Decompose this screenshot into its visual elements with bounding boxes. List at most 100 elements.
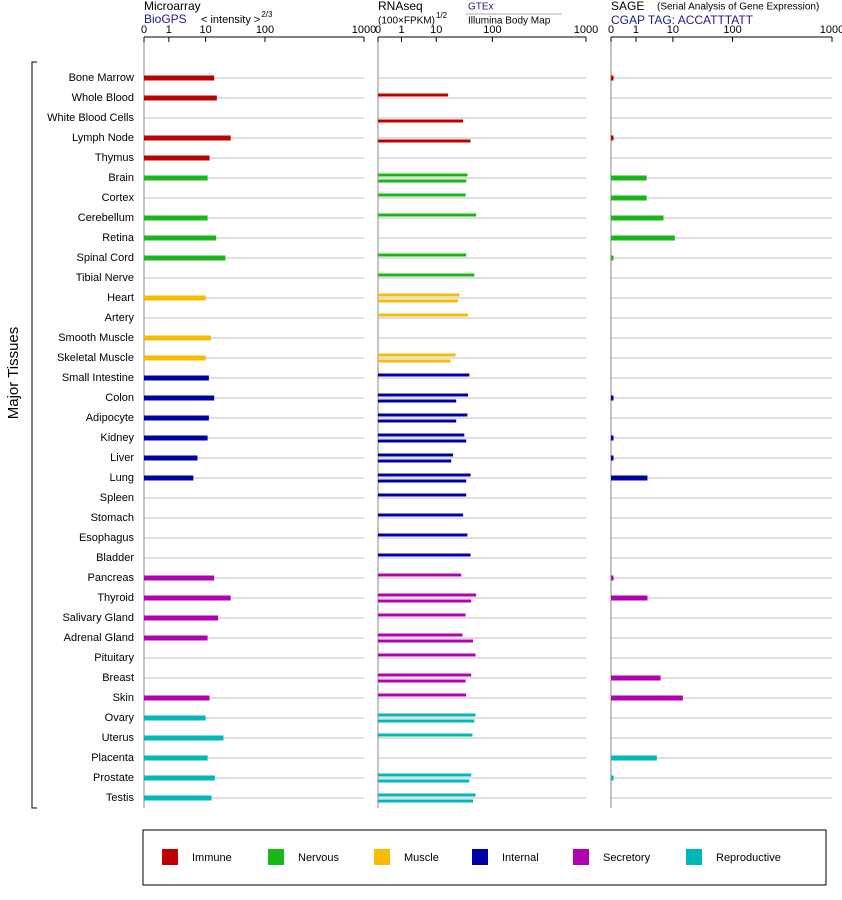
tissue-label: Pituitary	[94, 652, 134, 664]
bar	[144, 415, 209, 421]
bar	[144, 375, 209, 381]
bracket	[31, 61, 37, 809]
bar	[144, 715, 206, 721]
bar	[144, 575, 215, 581]
tissue-label: Stomach	[91, 512, 134, 524]
tissue-label: Placenta	[91, 752, 135, 764]
bar	[144, 135, 231, 141]
tissue-label: Bone Marrow	[69, 72, 134, 84]
bar	[611, 695, 683, 701]
legend-box	[142, 829, 827, 886]
tissue-label: Artery	[105, 312, 135, 324]
tissue-label: Lung	[110, 472, 134, 484]
bar	[144, 175, 208, 181]
bar	[378, 273, 475, 277]
bar	[144, 795, 212, 801]
bar	[144, 295, 206, 301]
tissue-label: Brain	[108, 172, 134, 184]
bar	[144, 695, 210, 701]
tissue-label: Breast	[102, 672, 134, 684]
bar	[378, 793, 476, 797]
bar	[378, 679, 466, 683]
bar	[144, 255, 226, 261]
bar	[378, 799, 474, 803]
bar	[144, 735, 224, 741]
bar	[378, 119, 464, 123]
bar	[144, 95, 217, 101]
bar	[611, 395, 614, 401]
bar	[611, 135, 614, 141]
legend-source: GTEx	[468, 2, 494, 13]
bar	[378, 533, 468, 537]
bar	[611, 215, 664, 221]
tissue-label: Spinal Cord	[77, 252, 134, 264]
x-tick-label: 1	[166, 24, 172, 36]
bar	[378, 773, 472, 777]
tissue-label: Adrenal Gland	[64, 632, 134, 644]
bar	[611, 175, 647, 181]
bar	[378, 293, 460, 297]
bar	[378, 93, 449, 97]
x-tick-label: 100	[483, 24, 501, 36]
legend-source: Illumina Body Map	[468, 16, 551, 27]
legend-label: Nervous	[298, 852, 339, 864]
x-tick-label: 0	[141, 24, 147, 36]
bar	[611, 575, 614, 581]
bar	[378, 433, 465, 437]
tissue-label: Skeletal Muscle	[57, 352, 134, 364]
bar	[611, 475, 648, 481]
bar	[144, 615, 219, 621]
bar	[378, 139, 471, 143]
bar	[144, 235, 217, 241]
bar	[611, 675, 661, 681]
bar	[378, 599, 472, 603]
bar	[611, 255, 614, 261]
bar	[378, 373, 470, 377]
bar	[378, 593, 477, 597]
tissue-label: Kidney	[100, 432, 134, 444]
bar	[611, 775, 614, 781]
unit-exponent: 1/2	[436, 11, 448, 20]
tissue-label: Pancreas	[88, 572, 135, 584]
tissue-label: Heart	[107, 292, 134, 304]
legend-source: BioGPS	[144, 12, 187, 26]
bar	[378, 513, 464, 517]
bar	[378, 553, 471, 557]
bar	[378, 493, 467, 497]
bar	[144, 75, 215, 81]
bar	[378, 673, 472, 677]
bar	[611, 595, 648, 601]
bar	[378, 299, 459, 303]
tissue-label: Retina	[102, 232, 135, 244]
bar	[378, 253, 467, 257]
legend-swatch	[374, 849, 390, 865]
x-tick-label: 1000	[574, 24, 598, 36]
unit-label: (100×FPKM)	[378, 16, 435, 27]
bar	[378, 413, 468, 417]
bar	[611, 755, 657, 761]
bar	[378, 393, 469, 397]
bar	[378, 173, 468, 177]
bar	[144, 475, 194, 481]
bar	[378, 779, 470, 783]
legend-swatch	[686, 849, 702, 865]
tissue-label: Skin	[113, 692, 134, 704]
tissue-label: Liver	[110, 452, 134, 464]
bar	[378, 353, 456, 357]
bar	[611, 75, 614, 81]
bar	[144, 635, 208, 641]
x-tick-label: 100	[723, 24, 741, 36]
bar	[144, 455, 198, 461]
bar	[611, 455, 614, 461]
x-tick-label: 10	[199, 24, 211, 36]
x-tick-label: 100	[256, 24, 274, 36]
tissue-label: Colon	[105, 392, 134, 404]
y-axis-label: Major Tissues	[5, 327, 22, 420]
bar	[144, 335, 211, 341]
bar	[378, 473, 471, 477]
tissue-label: Tibial Nerve	[76, 272, 134, 284]
x-tick-label: 0	[608, 24, 614, 36]
bar	[144, 595, 231, 601]
tissue-label: Smooth Muscle	[58, 332, 134, 344]
tissue-label: Cortex	[102, 192, 135, 204]
